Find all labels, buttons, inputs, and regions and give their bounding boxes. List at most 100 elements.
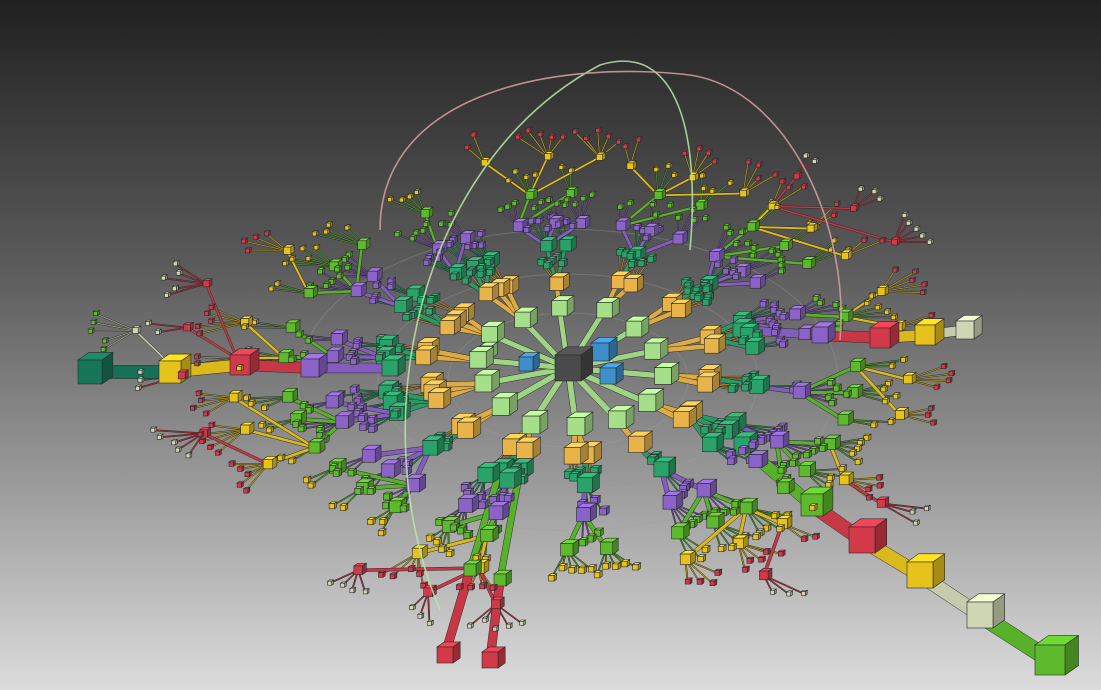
graph-node[interactable] [377, 528, 387, 537]
graph-node[interactable] [698, 172, 707, 179]
graph-node[interactable] [548, 133, 557, 140]
graph-node[interactable] [536, 257, 548, 267]
graph-node[interactable] [791, 451, 802, 461]
graph-node[interactable] [228, 389, 243, 403]
graph-node[interactable] [489, 583, 498, 592]
graph-node[interactable] [798, 461, 817, 478]
graph-node[interactable] [966, 593, 1006, 629]
graph-node[interactable] [599, 362, 625, 385]
graph-node[interactable] [335, 272, 345, 280]
graph-node[interactable] [424, 305, 437, 316]
graph-node[interactable] [890, 236, 901, 246]
graph-node[interactable] [702, 283, 713, 293]
graph-node[interactable] [653, 188, 667, 200]
graph-node[interactable] [846, 383, 864, 399]
graph-node[interactable] [352, 340, 363, 350]
graph-node[interactable] [545, 196, 554, 203]
graph-node[interactable] [623, 273, 645, 293]
graph-node[interactable] [449, 271, 461, 281]
graph-node[interactable] [800, 589, 809, 597]
graph-node[interactable] [605, 132, 614, 140]
graph-node[interactable] [748, 439, 760, 450]
graph-node[interactable] [876, 496, 890, 509]
graph-node[interactable] [419, 226, 428, 234]
graph-node[interactable] [863, 299, 872, 307]
graph-node[interactable] [547, 573, 558, 582]
graph-node[interactable] [729, 506, 741, 516]
graph-node[interactable] [646, 253, 658, 263]
graph-node[interactable] [193, 353, 202, 360]
graph-node[interactable] [755, 161, 764, 168]
graph-node[interactable] [862, 433, 872, 442]
graph-node[interactable] [737, 445, 750, 455]
graph-node[interactable] [830, 211, 839, 218]
graph-node[interactable] [652, 210, 661, 218]
graph-node[interactable] [927, 404, 936, 412]
graph-node[interactable] [758, 567, 773, 581]
graph-node[interactable] [476, 240, 487, 249]
graph-node[interactable] [260, 403, 270, 412]
graph-node[interactable] [432, 537, 443, 546]
graph-node[interactable] [455, 582, 465, 591]
graph-node[interactable] [894, 406, 910, 420]
graph-node[interactable] [131, 325, 142, 335]
graph-node[interactable] [802, 152, 811, 159]
graph-node[interactable] [77, 351, 114, 385]
graph-node[interactable] [247, 399, 257, 407]
graph-node[interactable] [478, 282, 500, 302]
graph-node[interactable] [185, 452, 193, 459]
graph-node[interactable] [694, 198, 709, 211]
graph-node[interactable] [350, 281, 368, 298]
graph-node[interactable] [389, 408, 402, 419]
graph-node[interactable] [202, 410, 211, 417]
graph-node[interactable] [251, 318, 260, 326]
graph-node[interactable] [914, 318, 945, 346]
graph-node[interactable] [1034, 634, 1080, 676]
graph-node[interactable] [653, 361, 680, 385]
graph-node[interactable] [701, 296, 713, 307]
graph-node[interactable] [345, 250, 354, 259]
graph-node[interactable] [425, 295, 437, 305]
graph-node[interactable] [726, 229, 735, 237]
graph-node[interactable] [401, 311, 413, 322]
graph-node[interactable] [802, 449, 813, 459]
graph-node[interactable] [193, 360, 202, 367]
graph-node[interactable] [229, 348, 260, 376]
graph-node[interactable] [389, 572, 398, 580]
graph-node[interactable] [901, 211, 909, 219]
graph-node[interactable] [557, 258, 569, 268]
graph-node[interactable] [87, 327, 95, 334]
graph-node[interactable] [343, 263, 353, 271]
graph-node[interactable] [398, 196, 407, 203]
graph-node[interactable] [837, 410, 855, 426]
graph-node[interactable] [777, 465, 788, 475]
graph-node[interactable] [923, 504, 932, 512]
graph-node[interactable] [559, 539, 580, 557]
graph-node[interactable] [578, 537, 590, 547]
graph-node[interactable] [759, 299, 770, 308]
graph-node[interactable] [748, 374, 771, 394]
graph-node[interactable] [642, 233, 652, 242]
graph-node[interactable] [328, 501, 338, 510]
graph-node[interactable] [531, 171, 540, 178]
graph-node[interactable] [194, 322, 203, 330]
graph-node[interactable] [353, 485, 365, 495]
graph-node[interactable] [333, 265, 343, 273]
graph-node[interactable] [909, 508, 917, 515]
graph-node[interactable] [582, 134, 591, 142]
graph-node[interactable] [312, 243, 321, 251]
graph-node[interactable] [571, 200, 580, 208]
graph-node[interactable] [611, 561, 622, 571]
graph-node[interactable] [888, 361, 897, 370]
graph-node[interactable] [510, 199, 520, 207]
graph-node[interactable] [362, 588, 370, 595]
graph-node[interactable] [595, 151, 607, 161]
graph-node[interactable] [463, 559, 483, 577]
graph-node[interactable] [808, 503, 819, 512]
graph-node[interactable] [503, 492, 516, 503]
graph-node[interactable] [447, 209, 456, 217]
graph-node[interactable] [849, 203, 860, 212]
graph-node[interactable] [670, 298, 693, 318]
graph-node[interactable] [100, 345, 108, 353]
